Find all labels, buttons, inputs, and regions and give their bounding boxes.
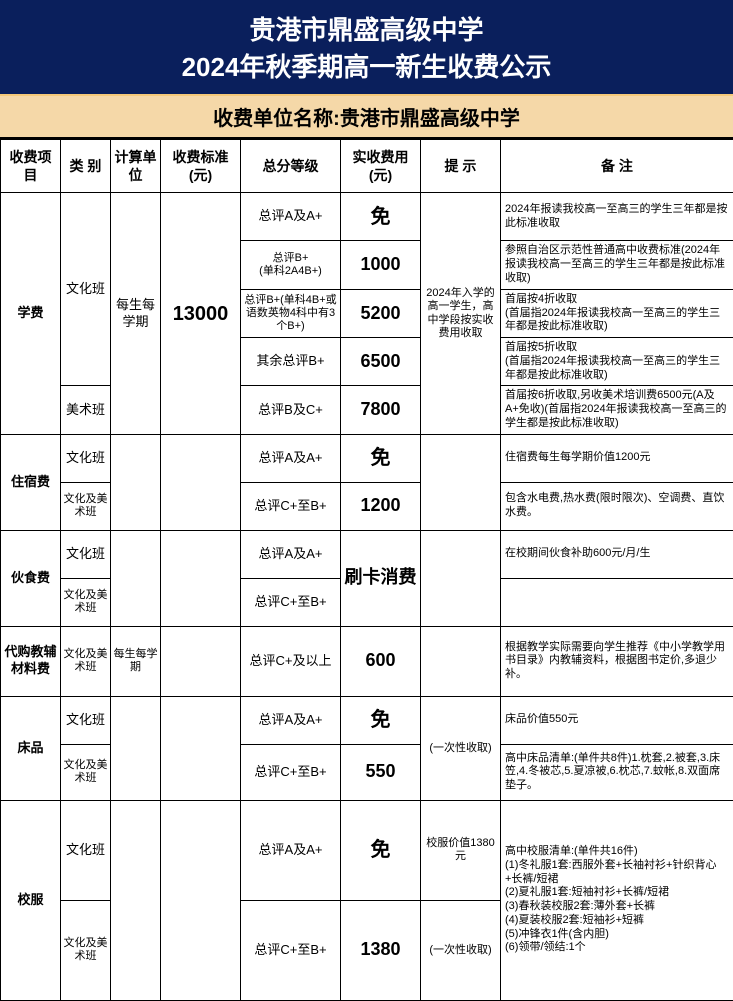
table-row: 美术班 总评B及C+ 7800 首届按6折收取,另收美术培训费6500元(A及A… xyxy=(1,386,733,434)
actual-cell: 免 xyxy=(341,696,421,744)
col-class: 类 别 xyxy=(61,140,111,193)
std-cell xyxy=(161,696,241,800)
grade-cell: 总评A及A+ xyxy=(241,193,341,241)
actual-cell: 免 xyxy=(341,193,421,241)
actual-cell: 1380 xyxy=(341,900,421,1000)
std-cell xyxy=(161,530,241,626)
item-uniform: 校服 xyxy=(1,800,61,1000)
table-row: 学费 文化班 每生每学期 13000 总评A及A+ 免 2024年入学的高一学生… xyxy=(1,193,733,241)
tip-cell: (一次性收取) xyxy=(421,900,501,1000)
class-cell: 文化及美术班 xyxy=(61,900,111,1000)
grade-cell: 总评A及A+ xyxy=(241,530,341,578)
table-row: 住宿费 文化班 总评A及A+ 免 住宿费每生每学期价值1200元 xyxy=(1,434,733,482)
unit-cell xyxy=(111,530,161,626)
class-cell: 文化班 xyxy=(61,696,111,744)
table-row: 床品 文化班 总评A及A+ 免 (一次性收取) 床品价值550元 xyxy=(1,696,733,744)
std-cell xyxy=(161,434,241,530)
unit-cell xyxy=(111,800,161,1000)
actual-cell: 550 xyxy=(341,744,421,800)
class-wenhua: 文化班 xyxy=(61,193,111,386)
std-cell xyxy=(161,800,241,1000)
item-bed: 床品 xyxy=(1,696,61,800)
table-row: 伙食费 文化班 总评A及A+ 刷卡消费 在校期间伙食补助600元/月/生 xyxy=(1,530,733,578)
std-cell xyxy=(161,626,241,696)
table-row: 文化及美术班 总评C+至B+ 1200 包含水电费,热水费(限时限次)、空调费、… xyxy=(1,482,733,530)
note-cell: 根据教学实际需要向学生推荐《中小学教学用书目录》内教辅资料，根据图书定价,多退少… xyxy=(501,626,733,696)
actual-cell: 免 xyxy=(341,800,421,900)
actual-cell: 1000 xyxy=(341,241,421,289)
note-cell: 首届按4折收取 (首届指2024年报读我校高一至高三的学生三年都是按此标准收取) xyxy=(501,289,733,338)
note-cell: 首届按6折收取,另收美术培训费6500元(A及A+免收)(首届指2024年报读我… xyxy=(501,386,733,434)
fee-table: 收费项目 类 别 计算单位 收费标准(元) 总分等级 实收费用(元) 提 示 备… xyxy=(0,139,733,1001)
page-header: 贵港市鼎盛高级中学 2024年秋季期高一新生收费公示 xyxy=(0,0,733,96)
note-cell xyxy=(501,578,733,626)
item-dorm: 住宿费 xyxy=(1,434,61,530)
table-header-row: 收费项目 类 别 计算单位 收费标准(元) 总分等级 实收费用(元) 提 示 备… xyxy=(1,140,733,193)
class-cell: 文化班 xyxy=(61,530,111,578)
tip-cell xyxy=(421,626,501,696)
grade-cell: 总评C+至B+ xyxy=(241,578,341,626)
class-cell: 文化及美术班 xyxy=(61,482,111,530)
actual-cell: 刷卡消费 xyxy=(341,530,421,626)
actual-cell: 5200 xyxy=(341,289,421,338)
tip-cell xyxy=(421,530,501,626)
note-cell: 在校期间伙食补助600元/月/生 xyxy=(501,530,733,578)
col-tip: 提 示 xyxy=(421,140,501,193)
unit-cell xyxy=(111,434,161,530)
note-cell: 高中校服清单:(单件共16件) (1)冬礼服1套:西服外套+长袖衬衫+针织背心+… xyxy=(501,800,733,1000)
actual-cell: 6500 xyxy=(341,338,421,386)
col-std: 收费标准(元) xyxy=(161,140,241,193)
note-cell: 2024年报读我校高一至高三的学生三年都是按此标准收取 xyxy=(501,193,733,241)
actual-cell: 1200 xyxy=(341,482,421,530)
grade-cell: 总评A及A+ xyxy=(241,696,341,744)
class-cell: 文化及美术班 xyxy=(61,744,111,800)
class-cell: 文化班 xyxy=(61,800,111,900)
grade-cell: 总评C+至B+ xyxy=(241,482,341,530)
grade-cell: 总评C+至B+ xyxy=(241,744,341,800)
note-cell: 高中床品清单:(单件共8件)1.枕套,2.被套,3.床笠,4.冬被芯,5.夏凉被… xyxy=(501,744,733,800)
table-row: 文化及美术班 总评C+至B+ 550 高中床品清单:(单件共8件)1.枕套,2.… xyxy=(1,744,733,800)
actual-cell: 免 xyxy=(341,434,421,482)
col-item: 收费项目 xyxy=(1,140,61,193)
item-material: 代购教辅材料费 xyxy=(1,626,61,696)
grade-cell: 总评B及C+ xyxy=(241,386,341,434)
table-row: 校服 文化班 总评A及A+ 免 校服价值1380元 高中校服清单:(单件共16件… xyxy=(1,800,733,900)
class-cell: 文化班 xyxy=(61,434,111,482)
note-cell: 床品价值550元 xyxy=(501,696,733,744)
note-cell: 住宿费每生每学期价值1200元 xyxy=(501,434,733,482)
note-cell: 包含水电费,热水费(限时限次)、空调费、直饮水费。 xyxy=(501,482,733,530)
note-cell: 参照自治区示范性普通高中收费标准(2024年报读我校高一至高三的学生三年都是按此… xyxy=(501,241,733,289)
grade-cell: 其余总评B+ xyxy=(241,338,341,386)
class-meishu: 美术班 xyxy=(61,386,111,434)
actual-cell: 600 xyxy=(341,626,421,696)
actual-cell: 7800 xyxy=(341,386,421,434)
header-title-1: 贵港市鼎盛高级中学 xyxy=(0,10,733,47)
grade-cell: 总评A及A+ xyxy=(241,800,341,900)
tip-tuition: 2024年入学的高一学生，高中学段按实收费用收取 xyxy=(421,193,501,434)
note-cell: 首届按5折收取 (首届指2024年报读我校高一至高三的学生三年都是按此标准收取) xyxy=(501,338,733,386)
tip-cell xyxy=(421,434,501,530)
col-note: 备 注 xyxy=(501,140,733,193)
grade-cell: 总评C+及以上 xyxy=(241,626,341,696)
grade-cell: 总评B+(单科4B+或语数英物4科中有3个B+) xyxy=(241,289,341,338)
table-row: 代购教辅材料费 文化及美术班 每生每学期 总评C+及以上 600 根据教学实际需… xyxy=(1,626,733,696)
std-tuition: 13000 xyxy=(161,193,241,434)
grade-cell: 总评A及A+ xyxy=(241,434,341,482)
col-grade: 总分等级 xyxy=(241,140,341,193)
tip-cell: 校服价值1380元 xyxy=(421,800,501,900)
class-cell: 文化及美术班 xyxy=(61,626,111,696)
unit-cell: 每生每学期 xyxy=(111,193,161,434)
header-title-2: 2024年秋季期高一新生收费公示 xyxy=(0,47,733,84)
tip-cell: (一次性收取) xyxy=(421,696,501,800)
col-actual: 实收费用(元) xyxy=(341,140,421,193)
unit-cell: 每生每学期 xyxy=(111,626,161,696)
item-tuition: 学费 xyxy=(1,193,61,434)
item-meal: 伙食费 xyxy=(1,530,61,626)
grade-cell: 总评C+至B+ xyxy=(241,900,341,1000)
grade-cell: 总评B+ (单科2A4B+) xyxy=(241,241,341,289)
class-cell: 文化及美术班 xyxy=(61,578,111,626)
col-unit: 计算单位 xyxy=(111,140,161,193)
subheader: 收费单位名称:贵港市鼎盛高级中学 xyxy=(0,96,733,139)
unit-cell xyxy=(111,696,161,800)
